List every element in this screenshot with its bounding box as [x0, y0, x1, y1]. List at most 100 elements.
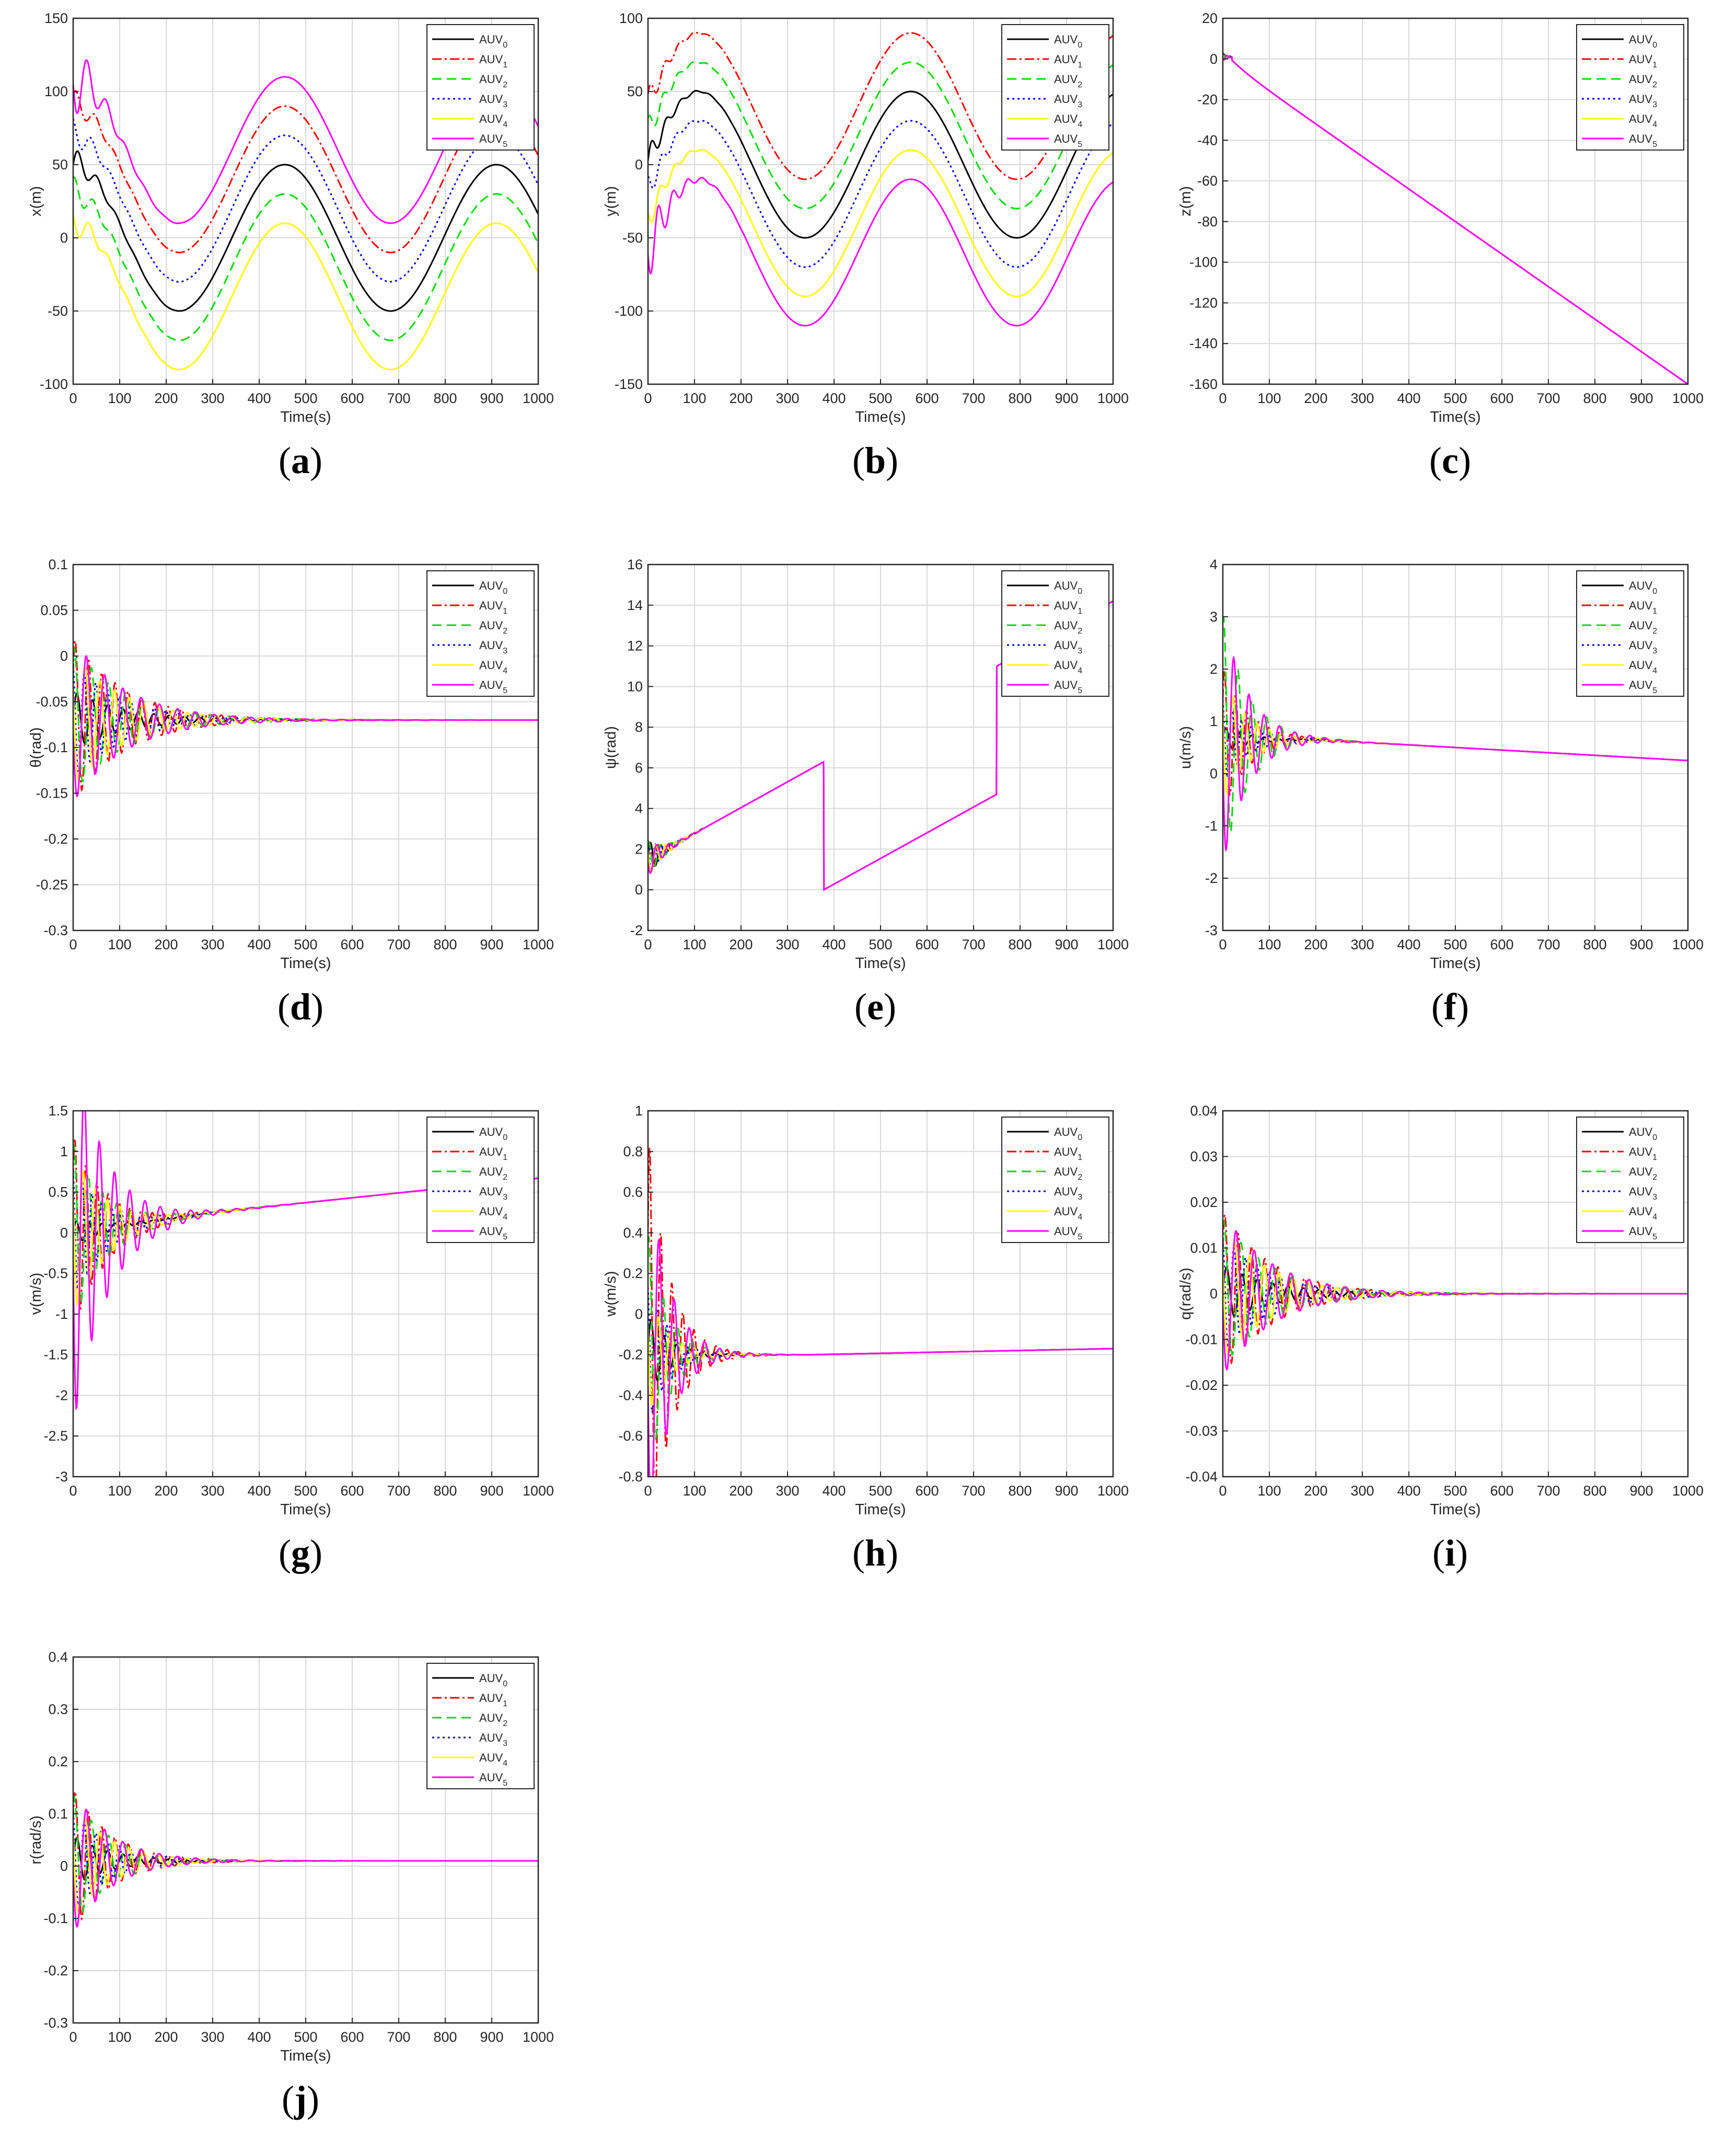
y-tick-label: 20 — [1202, 10, 1218, 26]
y-tick-label: -1 — [55, 1306, 68, 1322]
y-tick-label: 0.4 — [623, 1225, 643, 1240]
panel-caption-letter: j — [294, 2078, 307, 2120]
panel-caption: (f) — [1431, 986, 1469, 1028]
x-tick-label: 800 — [433, 2029, 457, 2045]
y-tick-label: 0.8 — [623, 1144, 643, 1159]
y-tick-label: 0.1 — [48, 1806, 68, 1822]
x-tick-label: 700 — [962, 937, 985, 952]
panel-caption: (e) — [854, 986, 896, 1028]
y-tick-label: 150 — [44, 10, 68, 26]
chart-svg-g: 0 100 200 300 400 500 600 700 800 900 1000 -3 -2.5 -2… — [28, 1103, 554, 1518]
x-tick-label: 700 — [1536, 1483, 1560, 1499]
x-tick-label: 1000 — [523, 1483, 554, 1499]
x-tick-label: 0 — [69, 390, 77, 406]
chart-panel-b: 0 100 200 300 400 500 600 700 800 900 1000 -150 -100… — [601, 10, 1150, 512]
x-tick-label: 600 — [340, 937, 364, 952]
x-tick-label: 100 — [1257, 1483, 1281, 1499]
y-tick-label: 2 — [1210, 661, 1218, 677]
series-line-auv5 — [1223, 1229, 1688, 1371]
y-tick-label: 1 — [1210, 714, 1218, 729]
x-tick-label: 900 — [1055, 390, 1078, 406]
chart-svg-e: 0 100 200 300 400 500 600 700 800 900 1000-2024681… — [603, 557, 1129, 972]
y-tick-label: 0 — [60, 230, 68, 246]
x-tick-label: 400 — [1397, 937, 1420, 952]
x-tick-label: 700 — [962, 1483, 985, 1499]
x-tick-label: 500 — [1443, 390, 1467, 406]
series-line-auv5 — [648, 177, 1113, 327]
y-tick-label: 0.3 — [48, 1701, 68, 1717]
x-tick-label: 900 — [1629, 937, 1653, 952]
x-tick-label: 400 — [247, 937, 271, 952]
x-tick-label: 900 — [480, 390, 503, 406]
y-tick-label: 1.5 — [48, 1103, 68, 1119]
panel-caption: (j) — [282, 2078, 319, 2120]
x-tick-label: 1000 — [523, 390, 554, 406]
y-tick-label: -2 — [1205, 870, 1218, 886]
y-tick-label: -0.05 — [36, 694, 68, 710]
x-tick-label: 800 — [1008, 937, 1032, 952]
x-axis-label: Time(s) — [280, 2048, 331, 2064]
panel-caption: (a) — [279, 440, 322, 481]
x-tick-label: 0 — [69, 1483, 77, 1499]
y-tick-label: -50 — [622, 230, 643, 246]
y-tick-label: 0 — [635, 157, 643, 172]
chart-panel-a: 0 100 200 300 400 500 600 700 800 900 1000 -100 -50 0… — [26, 10, 575, 512]
x-tick-label: 500 — [294, 1483, 317, 1499]
y-tick-label: 12 — [627, 638, 643, 654]
y-tick-label: 0 — [60, 1225, 68, 1240]
x-tick-label: 500 — [869, 1483, 892, 1499]
chart-panel-g: 0 100 200 300 400 500 600 700 800 900 1000 -3 -2.5 -2… — [26, 1103, 575, 1605]
x-tick-label: 300 — [1350, 1483, 1374, 1499]
y-tick-label: 4 — [635, 801, 643, 816]
x-tick-label: 700 — [962, 390, 985, 406]
panel-caption-letter: c — [1442, 440, 1459, 481]
x-tick-label: 1000 — [1097, 390, 1129, 406]
y-tick-label: -0.3 — [43, 2015, 68, 2031]
x-tick-label: 400 — [822, 1483, 846, 1499]
y-axis-label: q(rad/s) — [1177, 1268, 1194, 1320]
chart-panel-e: 0 100 200 300 400 500 600 700 800 900 1000 -2 0 2 4 6 8 1… — [601, 557, 1150, 1059]
x-tick-label: 600 — [915, 937, 939, 952]
y-axis-label: ψ(rad) — [603, 726, 619, 769]
x-tick-label: 1000 — [1672, 1483, 1704, 1499]
y-tick-label: 1 — [635, 1103, 643, 1119]
x-tick-label: 800 — [1008, 390, 1032, 406]
y-axis-label: z(m) — [1177, 186, 1194, 216]
x-tick-label: 100 — [1257, 390, 1281, 406]
x-axis-label: Time(s) — [1430, 409, 1480, 425]
y-tick-label: 14 — [627, 597, 643, 613]
panel-caption: (c) — [1429, 440, 1471, 481]
panel-caption-letter: g — [291, 1532, 310, 1574]
x-tick-label: 800 — [1008, 1483, 1032, 1499]
x-tick-label: 400 — [247, 2029, 271, 2045]
y-tick-label: 1 — [60, 1144, 68, 1159]
panel-caption: (i) — [1432, 1532, 1468, 1574]
x-tick-label: 300 — [776, 1483, 799, 1499]
y-axis-label: x(m) — [28, 186, 44, 216]
y-tick-label: 100 — [44, 84, 68, 99]
series-line-auv5 — [73, 654, 538, 798]
y-tick-label: 0.1 — [48, 557, 68, 572]
chart-svg-b: 0 100 200 300 400 500 600 700 800 900 1000-150-100… — [603, 10, 1129, 425]
x-tick-label: 400 — [1397, 390, 1420, 406]
x-tick-label: 300 — [776, 937, 799, 952]
y-tick-label: -3 — [1205, 923, 1218, 938]
x-tick-label: 500 — [1443, 937, 1467, 952]
x-tick-label: 800 — [1583, 1483, 1606, 1499]
x-tick-label: 1000 — [523, 2029, 554, 2045]
x-tick-label: 600 — [915, 1483, 939, 1499]
y-tick-label: -0.2 — [43, 831, 68, 847]
x-tick-label: 700 — [387, 1483, 410, 1499]
x-tick-label: 300 — [776, 390, 799, 406]
chart-svg-j: 0 100 200 300 400 500 600 700 800 900 1000 -0.3 -0.2… — [28, 1649, 554, 2064]
y-tick-label: 50 — [627, 84, 643, 99]
x-tick-label: 900 — [480, 937, 503, 952]
y-tick-label: -0.03 — [1185, 1423, 1218, 1439]
x-tick-label: 200 — [729, 390, 753, 406]
panel-caption-letter: f — [1444, 986, 1456, 1028]
y-tick-label: 0 — [60, 648, 68, 664]
x-tick-label: 700 — [1536, 390, 1560, 406]
